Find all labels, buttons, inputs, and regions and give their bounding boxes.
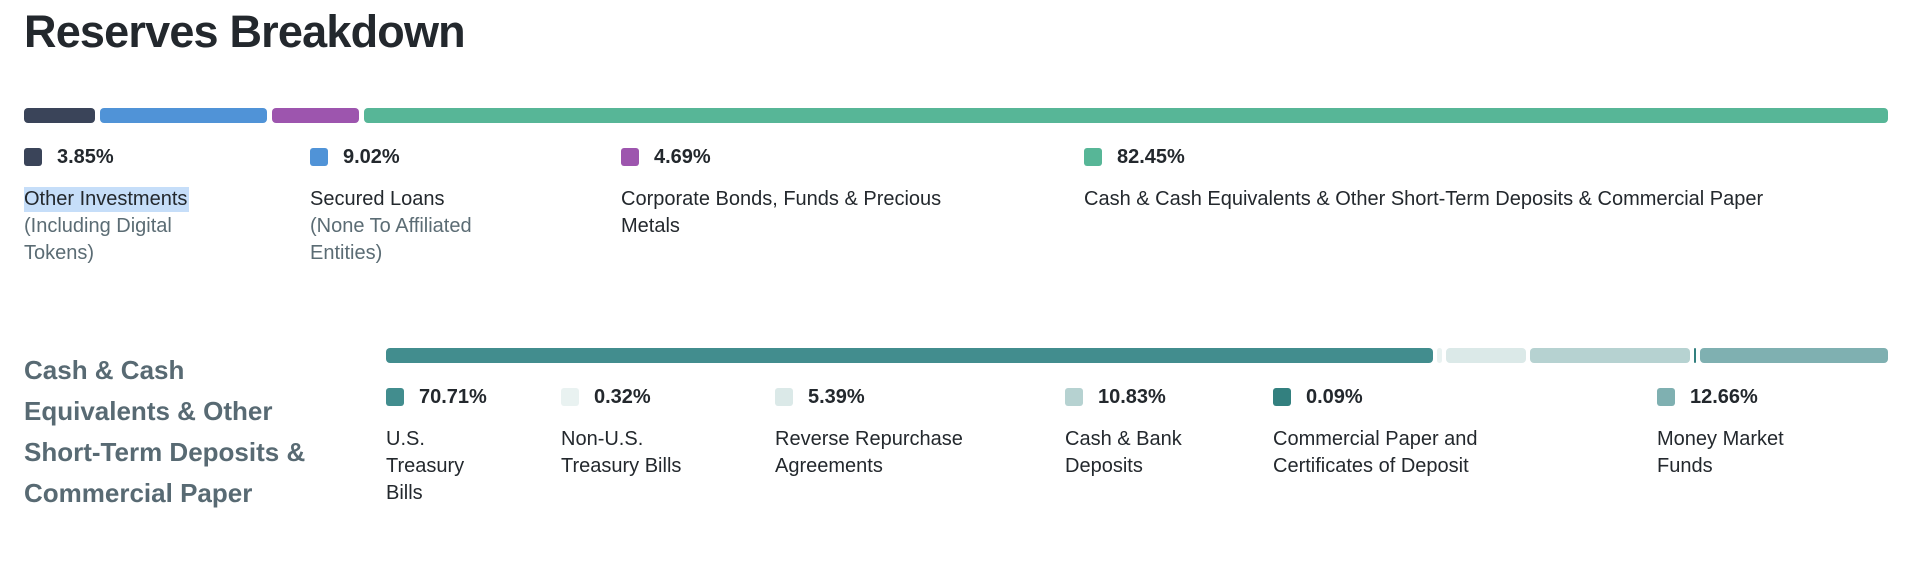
legend-swatch	[1084, 148, 1102, 166]
legend-swatch	[1657, 388, 1675, 406]
legend-item-commercial-paper: 0.09% Commercial Paper and Certificates …	[1273, 385, 1533, 480]
legend-item-cash-equivalents: 82.45% Cash & Cash Equivalents & Other S…	[1084, 145, 1774, 213]
legend-swatch	[310, 148, 328, 166]
legend-sublabel: (Including Digital Tokens)	[24, 215, 172, 264]
legend-item-other-investments: 3.85% Other Investments (Including Digit…	[24, 145, 219, 267]
bar-segment	[386, 348, 1434, 363]
legend-swatch	[24, 148, 42, 166]
legend-percent: 70.71%	[419, 385, 487, 408]
legend-item-money-market-funds: 12.66% Money Market Funds	[1657, 385, 1827, 480]
section-heading-cash-equivalents: Cash & Cash Equivalents & Other Short-Te…	[24, 355, 306, 508]
legend-swatch	[1273, 388, 1291, 406]
legend-label: Reverse Repurchase Agreements	[775, 428, 963, 477]
legend-swatch	[386, 388, 404, 406]
page-title: Reserves Breakdown	[24, 6, 466, 57]
legend-percent: 5.39%	[808, 385, 865, 408]
bar-segment	[363, 108, 1888, 123]
legend-item-non-us-treasury-bills: 0.32% Non-U.S. Treasury Bills	[561, 385, 711, 480]
bar-segment	[1437, 348, 1443, 363]
legend-percent: 9.02%	[343, 145, 400, 168]
legend-label: U.S. Treasury Bills	[386, 428, 465, 504]
legend-sublabel: (None To Affiliated Entities)	[310, 215, 472, 264]
bar-segment	[271, 108, 359, 123]
legend-item-cash-bank-deposits: 10.83% Cash & Bank Deposits	[1065, 385, 1205, 480]
legend-label: Commercial Paper and Certificates of Dep…	[1273, 428, 1478, 477]
legend-label: Money Market Funds	[1657, 428, 1784, 477]
legend-swatch	[775, 388, 793, 406]
legend-percent: 0.09%	[1306, 385, 1363, 408]
legend-label: Cash & Cash Equivalents & Other Short-Te…	[1084, 188, 1764, 210]
legend-percent: 0.32%	[594, 385, 651, 408]
legend-item-corporate-bonds: 4.69% Corporate Bonds, Funds & Precious …	[621, 145, 971, 240]
bar-segment	[100, 108, 267, 123]
selected-text: Other Investments	[24, 187, 190, 212]
legend-label: Corporate Bonds, Funds & Precious Metals	[621, 188, 942, 237]
bar-segment	[1530, 348, 1691, 363]
legend-item-secured-loans: 9.02% Secured Loans (None To Affiliated …	[310, 145, 510, 267]
bar-segment	[1700, 348, 1888, 363]
legend-swatch	[561, 388, 579, 406]
legend-percent: 82.45%	[1117, 145, 1185, 168]
legend-percent: 4.69%	[654, 145, 711, 168]
legend-label: Other Investments	[24, 186, 219, 213]
bar-segment	[24, 108, 96, 123]
legend-item-reverse-repurchase: 5.39% Reverse Repurchase Agreements	[775, 385, 1015, 480]
bar-segment	[1694, 348, 1697, 363]
legend-percent: 3.85%	[57, 145, 114, 168]
legend-label: Secured Loans	[310, 188, 445, 210]
legend-label: Non-U.S. Treasury Bills	[561, 428, 682, 477]
cash-equivalents-bar	[386, 348, 1888, 363]
legend-percent: 12.66%	[1690, 385, 1758, 408]
overall-reserves-bar	[24, 108, 1888, 123]
bar-segment	[1446, 348, 1527, 363]
legend-percent: 10.83%	[1098, 385, 1166, 408]
legend-item-us-treasury-bills: 70.71% U.S. Treasury Bills	[386, 385, 487, 507]
legend-label: Cash & Bank Deposits	[1065, 428, 1182, 477]
legend-swatch	[1065, 388, 1083, 406]
legend-swatch	[621, 148, 639, 166]
